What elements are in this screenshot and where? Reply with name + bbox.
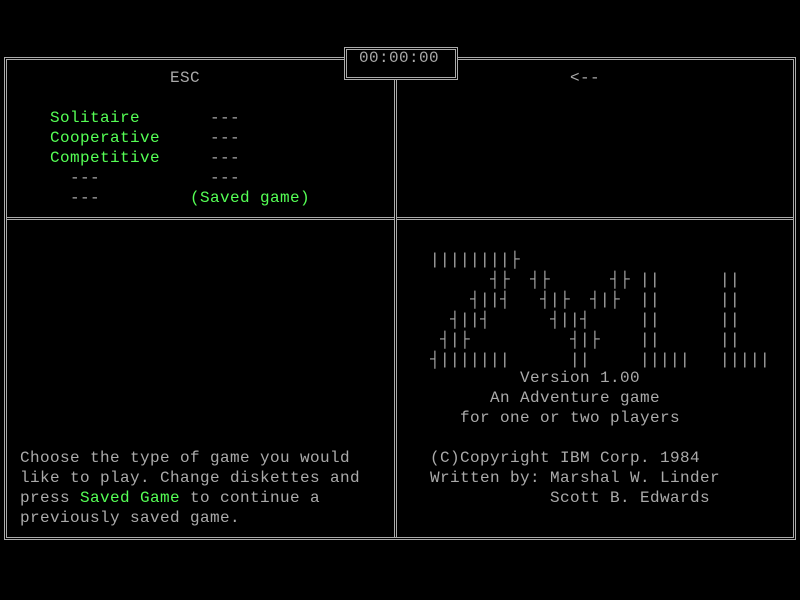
version: Version 1.00 bbox=[520, 369, 641, 387]
menu-item-solitaire[interactable]: Solitaire bbox=[50, 109, 141, 127]
zyll-logo: ||||||||├ ┤├ ┤├ ┤├ || || ┤||┤ ┤|├ ┤|├ ||… bbox=[430, 251, 771, 369]
menu-item-empty-2: --- bbox=[70, 189, 101, 207]
timer: 00:00:00 bbox=[359, 49, 440, 67]
esc-button[interactable]: ESC bbox=[170, 69, 201, 87]
menu-value-solitaire: --- bbox=[210, 109, 241, 127]
saved-game-highlight: Saved Game bbox=[80, 489, 181, 507]
menu-value-empty-1: --- bbox=[210, 169, 241, 187]
back-arrow-button[interactable]: <-- bbox=[570, 69, 601, 87]
vertical-divider bbox=[394, 76, 397, 538]
menu-value-cooperative: --- bbox=[210, 129, 241, 147]
subtitle-2: for one or two players bbox=[460, 409, 681, 427]
menu-item-cooperative[interactable]: Cooperative bbox=[50, 129, 161, 147]
timer-box bbox=[344, 47, 458, 80]
menu-value-competitive: --- bbox=[210, 149, 241, 167]
right-horizontal-divider bbox=[397, 217, 793, 220]
menu-item-competitive[interactable]: Competitive bbox=[50, 149, 161, 167]
help-text: press bbox=[20, 489, 81, 507]
help-text: to continue a bbox=[180, 489, 321, 507]
left-horizontal-divider bbox=[7, 217, 394, 220]
help-line-1: Choose the type of game you would bbox=[20, 449, 351, 467]
author-2: Scott B. Edwards bbox=[550, 489, 711, 507]
menu-item-empty-1: --- bbox=[70, 169, 101, 187]
written-by: Written by: Marshal W. Linder bbox=[430, 469, 721, 487]
help-line-2: like to play. Change diskettes and bbox=[20, 469, 361, 487]
subtitle-1: An Adventure game bbox=[490, 389, 661, 407]
copyright: (C)Copyright IBM Corp. 1984 bbox=[430, 449, 701, 467]
saved-game-option[interactable]: (Saved game) bbox=[190, 189, 311, 207]
help-line-3: press Saved Game to continue a bbox=[20, 488, 320, 508]
help-line-4: previously saved game. bbox=[20, 509, 241, 527]
